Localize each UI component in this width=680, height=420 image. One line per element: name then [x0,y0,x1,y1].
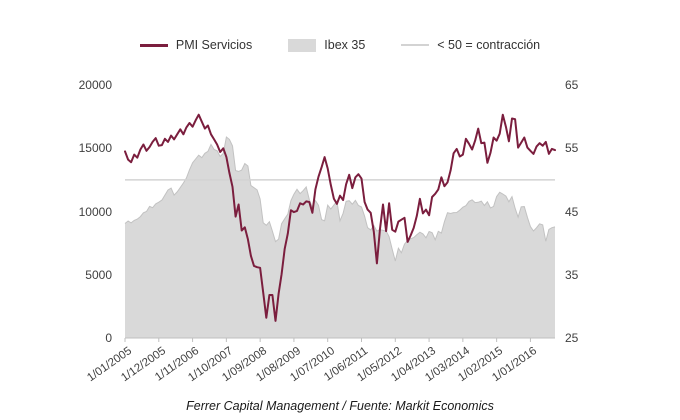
ibex-area-series [125,137,555,338]
legend-item-contraction: < 50 = contracción [401,38,540,52]
legend-label-ibex: Ibex 35 [324,38,366,52]
pmi-line-series [124,113,556,322]
y-axis-label-right: 35 [565,267,579,282]
y-axis-label-right: 25 [565,331,579,345]
y-axis-label-right: 55 [565,141,579,156]
y-axis-label-right: 65 [565,78,579,92]
source-caption: Ferrer Capital Management / Fuente: Mark… [186,399,494,413]
y-axis-label-left: 10000 [78,204,112,219]
ibex-area-swatch-icon [288,38,317,52]
contraction-line-swatch-icon [401,44,430,46]
y-axis-label-left: 15000 [78,141,112,156]
chart-legend: PMI Servicios Ibex 35 < 50 = contracción [0,38,680,52]
pmi-line-swatch-icon [139,43,168,47]
legend-item-ibex: Ibex 35 [288,38,365,52]
legend-label-pmi: PMI Servicios [175,38,253,52]
ibex-area-edge [124,136,556,262]
y-axis-label-left: 20000 [78,78,112,92]
y-axis-label-left: 0 [105,331,112,345]
y-axis-label-right: 45 [565,204,579,219]
legend-label-contraction: < 50 = contracción [437,38,541,52]
legend-item-pmi: PMI Servicios [139,38,253,52]
y-axis-label-left: 5000 [85,267,112,282]
